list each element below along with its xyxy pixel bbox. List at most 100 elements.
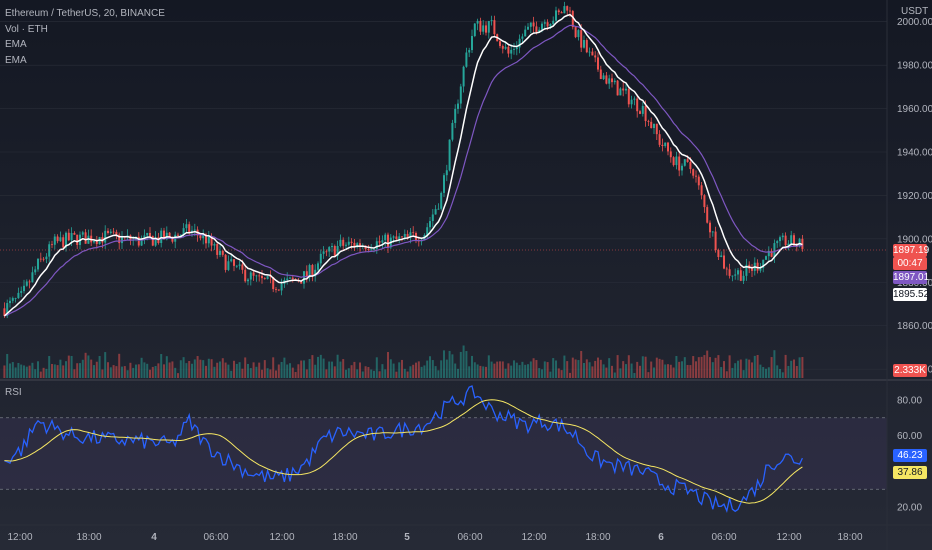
time-tick-label: 5 [404,532,410,543]
volume-bar [56,365,59,378]
volume-bar [325,369,328,378]
volume-bar [361,371,364,378]
candle-body [387,234,389,248]
volume-bar [333,366,336,378]
volume-bar [479,365,482,378]
rsi-ma-line [4,399,803,504]
volume-bar [202,360,205,378]
volume-bar [294,371,297,378]
volume-bar [594,360,597,378]
candle-body [311,265,314,277]
candle-body [448,139,451,171]
volume-bar [549,371,552,378]
volume-bar [389,359,392,378]
volume-bar [132,367,135,378]
volume-bar [415,362,417,378]
candle-body [549,23,552,27]
rsi-legend[interactable]: RSI [5,387,22,398]
volume-bar [347,368,350,378]
ema-slow-legend[interactable]: EMA [5,54,27,66]
volume-bar [555,360,557,378]
candle-body [6,303,9,316]
candle-body [185,224,188,229]
candle-body [409,232,412,237]
candle-body [580,30,583,48]
candle-body [681,165,683,171]
time-tick-label: 18:00 [332,532,357,543]
volume-bar [518,365,521,378]
volume-bar [440,360,443,378]
volume-bar [431,360,434,378]
volume-bar [39,371,42,378]
volume-bar [249,368,252,378]
volume-bar [107,362,109,378]
volume-bar [689,365,692,378]
volume-bar [759,364,762,378]
candle-body [76,234,79,245]
candle-body [622,88,625,91]
volume-bar [25,366,28,378]
candle-body [367,248,370,250]
volume-bar [541,369,543,378]
volume-bar [686,364,689,378]
candle-body [513,49,515,50]
volume-bar [462,345,465,378]
candle-body [653,123,655,129]
candle-body [171,236,174,242]
volume-bar [501,361,504,378]
price-axis[interactable]: 1840.001860.001880.001900.001920.001940.… [897,17,932,375]
candle-body [443,175,445,193]
volume-bar [667,364,669,378]
volume-bar [303,360,305,378]
candle-body [706,207,709,223]
volume-bar [3,365,6,378]
candle-body [504,46,507,49]
price-tick-label: 1860.00 [897,321,932,332]
volume-bar [622,361,625,378]
volume-bar [546,362,549,378]
volume-bar [375,357,378,378]
candle-body [538,29,541,33]
candle-body [518,38,521,48]
time-tick-label: 18:00 [837,532,862,543]
volume-bar [709,357,711,378]
candle-body [193,229,196,231]
candle-body [770,250,773,257]
volume-bar [644,356,647,378]
candle-body [602,75,605,80]
candle-body [65,232,67,248]
candle-body [81,232,84,235]
time-tick-label: 12:00 [521,532,546,543]
volume-bar [210,359,213,378]
symbol-title[interactable]: Ethereum / TetherUS, 20, BINANCE [5,8,165,19]
volume-bar [322,358,325,378]
volume-bar [784,354,787,378]
candle-body [347,241,350,245]
candle-body [563,6,566,14]
candle-body [476,20,479,24]
ema-slow-tag: 1897.01 [893,271,930,284]
volume-bar [616,355,619,378]
ema-fast-legend[interactable]: EMA [5,39,27,50]
candle-body [14,298,17,299]
volume-legend[interactable]: Vol · ETH [5,23,48,35]
volume-bar [305,369,308,378]
candle-body [571,11,574,28]
volume-bar [23,365,25,378]
volume-bar [59,359,62,378]
volume-bar [345,369,347,378]
volume-bar [521,361,524,378]
candle-body [759,267,762,271]
time-axis[interactable]: 12:00 18:00 4 06:00 12:00 18:00 5 06:00 12:00 18:… [7,532,862,543]
volume-bar [773,350,776,378]
candle-body [431,214,434,222]
candle-body [392,236,395,238]
candle-body [336,246,339,256]
volume-bar [238,362,241,378]
candle-body [658,134,661,145]
candle-body [412,232,415,234]
candle-body [28,281,31,283]
candle-body [608,78,611,84]
volume-bar [179,360,182,378]
